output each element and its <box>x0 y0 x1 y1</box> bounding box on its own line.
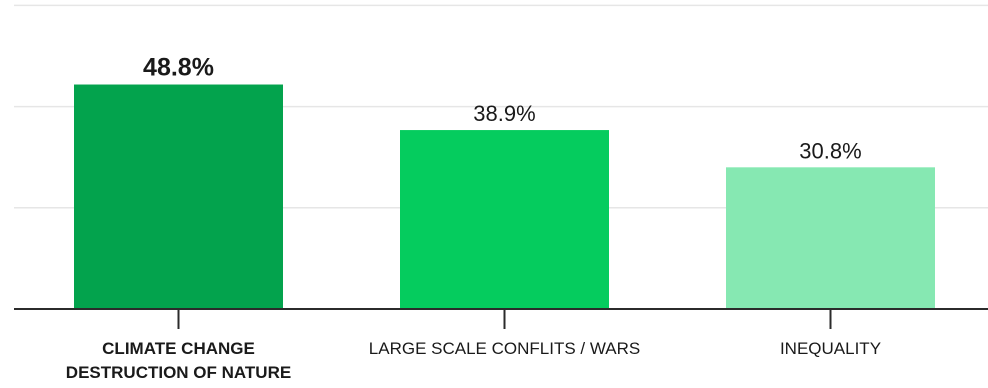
value-label-2: 38.9% <box>473 101 535 126</box>
category-label-2-line-1: LARGE SCALE CONFLITS / WARS <box>369 339 640 358</box>
value-labels: 48.8% 38.9% 30.8% <box>143 54 862 164</box>
x-axis-ticks <box>177 309 832 329</box>
value-label-1: 48.8% <box>143 54 214 82</box>
bar-3 <box>726 167 935 309</box>
value-label-3: 30.8% <box>799 138 861 163</box>
bar-2 <box>400 130 609 309</box>
category-label-1-line-2: DESTRUCTION OF NATURE <box>66 363 291 382</box>
category-labels: CLIMATE CHANGE DESTRUCTION OF NATURE LARGE… <box>66 339 881 382</box>
category-label-3-line-1: INEQUALITY <box>780 339 881 358</box>
bar-1 <box>74 84 283 310</box>
bars <box>74 84 935 310</box>
category-label-1-line-1: CLIMATE CHANGE <box>102 339 255 358</box>
